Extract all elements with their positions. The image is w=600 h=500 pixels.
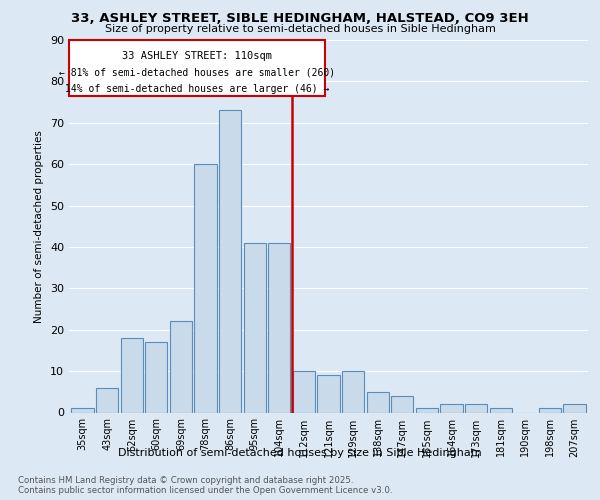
Bar <box>342 371 364 412</box>
Bar <box>367 392 389 412</box>
Bar <box>145 342 167 412</box>
Bar <box>69 40 325 96</box>
Bar <box>465 404 487 412</box>
Bar <box>244 243 266 412</box>
Text: Contains HM Land Registry data © Crown copyright and database right 2025.: Contains HM Land Registry data © Crown c… <box>18 476 353 485</box>
Bar <box>317 375 340 412</box>
Text: Contains public sector information licensed under the Open Government Licence v3: Contains public sector information licen… <box>18 486 392 495</box>
Bar <box>563 404 586 412</box>
Bar <box>268 243 290 412</box>
Text: 33, ASHLEY STREET, SIBLE HEDINGHAM, HALSTEAD, CO9 3EH: 33, ASHLEY STREET, SIBLE HEDINGHAM, HALS… <box>71 12 529 26</box>
Bar <box>293 371 315 412</box>
Text: 14% of semi-detached houses are larger (46) →: 14% of semi-detached houses are larger (… <box>65 84 329 94</box>
Bar <box>71 408 94 412</box>
Bar <box>96 388 118 412</box>
Text: Distribution of semi-detached houses by size in Sible Hedingham: Distribution of semi-detached houses by … <box>118 448 482 458</box>
Bar <box>121 338 143 412</box>
Y-axis label: Number of semi-detached properties: Number of semi-detached properties <box>34 130 44 322</box>
Bar <box>194 164 217 412</box>
Text: Size of property relative to semi-detached houses in Sible Hedingham: Size of property relative to semi-detach… <box>104 24 496 34</box>
Bar <box>490 408 512 412</box>
Bar <box>170 322 192 412</box>
Text: ← 81% of semi-detached houses are smaller (260): ← 81% of semi-detached houses are smalle… <box>59 68 335 78</box>
Text: 33 ASHLEY STREET: 110sqm: 33 ASHLEY STREET: 110sqm <box>122 50 272 60</box>
Bar <box>391 396 413 412</box>
Bar <box>416 408 438 412</box>
Bar <box>440 404 463 412</box>
Bar <box>539 408 561 412</box>
Bar <box>219 110 241 412</box>
